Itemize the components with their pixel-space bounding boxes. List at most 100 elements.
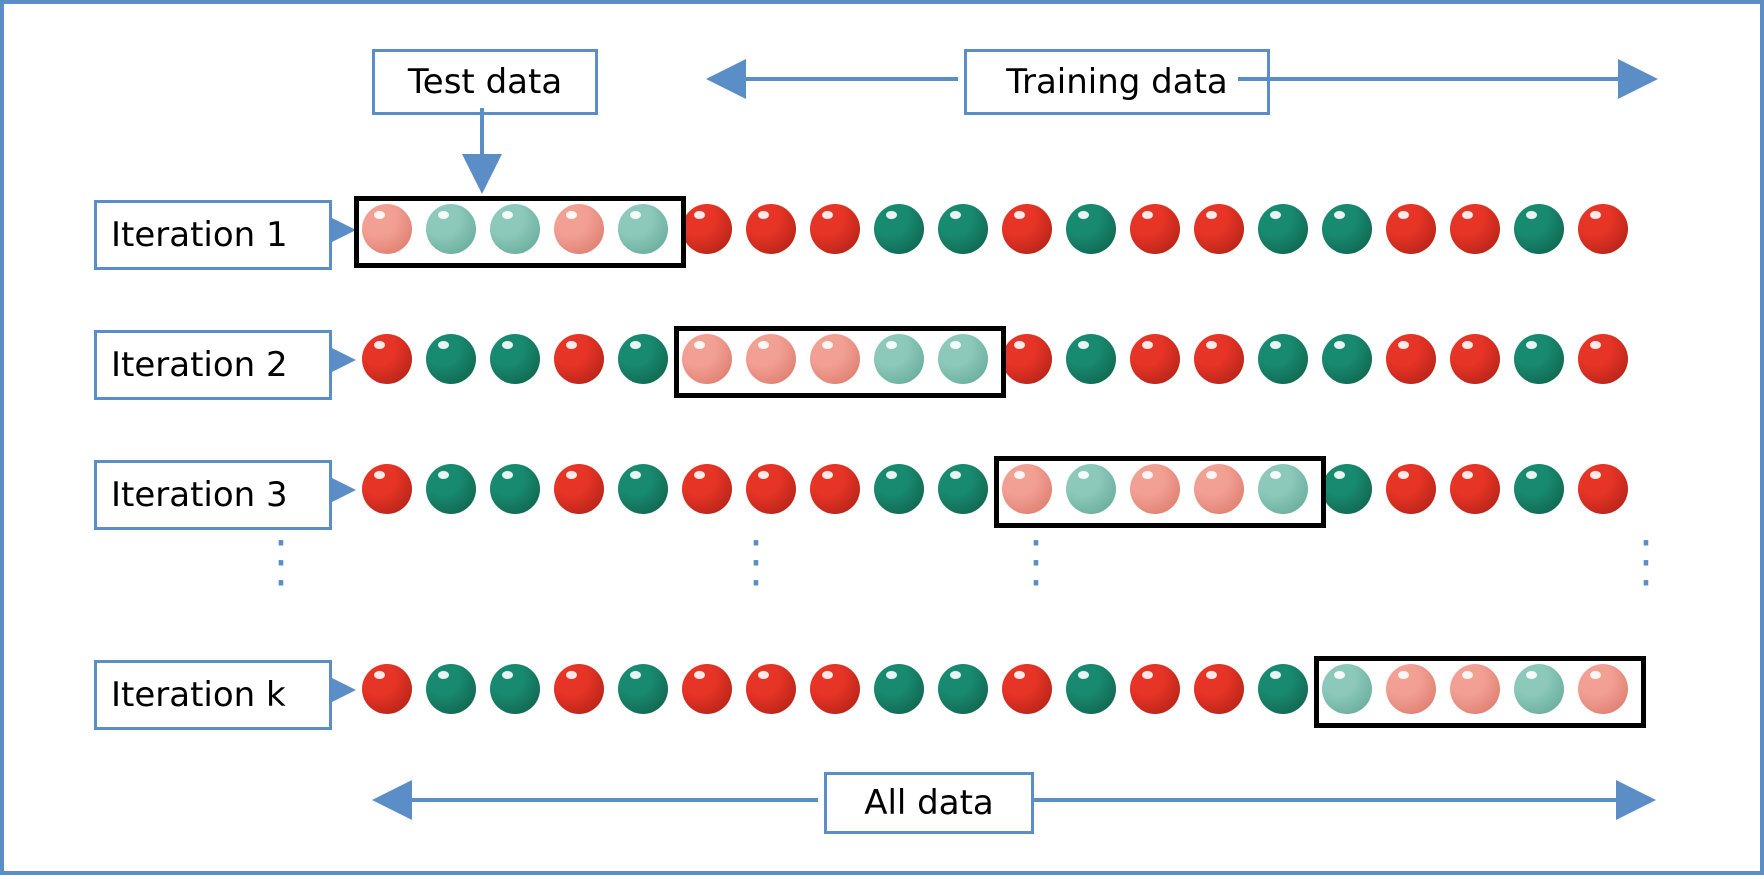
red-ball xyxy=(1450,464,1500,514)
green-ball xyxy=(1322,204,1372,254)
red-ball xyxy=(1450,204,1500,254)
green-ball xyxy=(874,204,924,254)
green-ball xyxy=(1258,664,1308,714)
green-ball xyxy=(618,664,668,714)
data-row-1 xyxy=(362,204,1628,254)
green-ball xyxy=(1258,334,1308,384)
red-ball xyxy=(554,334,604,384)
iteration-2-text: Iteration 2 xyxy=(111,345,288,385)
red-ball xyxy=(1002,664,1052,714)
ellipsis-col-4: ··· xyxy=(1639,534,1653,594)
green-ball xyxy=(1514,334,1564,384)
green-ball xyxy=(426,204,476,254)
red-ball xyxy=(1130,464,1180,514)
red-ball xyxy=(1002,334,1052,384)
green-ball xyxy=(1322,664,1372,714)
green-ball xyxy=(618,334,668,384)
iteration-3-text: Iteration 3 xyxy=(111,475,288,515)
green-ball xyxy=(1322,334,1372,384)
red-ball xyxy=(1578,664,1628,714)
green-ball xyxy=(1514,204,1564,254)
red-ball xyxy=(1386,464,1436,514)
red-ball xyxy=(1130,664,1180,714)
red-ball xyxy=(1194,664,1244,714)
all-data-text: All data xyxy=(864,783,994,823)
green-ball xyxy=(874,464,924,514)
red-ball xyxy=(1450,664,1500,714)
red-ball xyxy=(362,464,412,514)
green-ball xyxy=(490,334,540,384)
red-ball xyxy=(554,464,604,514)
red-ball xyxy=(1578,464,1628,514)
data-row-2 xyxy=(362,334,1628,384)
data-row-3 xyxy=(362,464,1628,514)
iteration-k-label: Iteration k xyxy=(94,660,332,730)
red-ball xyxy=(1194,204,1244,254)
red-ball xyxy=(746,204,796,254)
green-ball xyxy=(618,204,668,254)
green-ball xyxy=(426,334,476,384)
green-ball xyxy=(1066,204,1116,254)
iteration-1-label: Iteration 1 xyxy=(94,200,332,270)
red-ball xyxy=(1130,334,1180,384)
ellipsis-col-1: ··· xyxy=(274,534,288,594)
all-data-label: All data xyxy=(824,772,1034,834)
red-ball xyxy=(810,464,860,514)
red-ball xyxy=(554,664,604,714)
red-ball xyxy=(362,204,412,254)
green-ball xyxy=(1322,464,1372,514)
red-ball xyxy=(682,664,732,714)
green-ball xyxy=(1258,464,1308,514)
green-ball xyxy=(426,464,476,514)
red-ball xyxy=(1002,204,1052,254)
green-ball xyxy=(874,664,924,714)
red-ball xyxy=(1386,664,1436,714)
red-ball xyxy=(1002,464,1052,514)
iteration-3-label: Iteration 3 xyxy=(94,460,332,530)
green-ball xyxy=(874,334,924,384)
red-ball xyxy=(1194,334,1244,384)
ellipsis-col-2: ··· xyxy=(749,534,763,594)
green-ball xyxy=(1514,664,1564,714)
green-ball xyxy=(618,464,668,514)
red-ball xyxy=(1386,204,1436,254)
red-ball xyxy=(682,204,732,254)
red-ball xyxy=(746,664,796,714)
green-ball xyxy=(1514,464,1564,514)
red-ball xyxy=(682,334,732,384)
red-ball xyxy=(1578,334,1628,384)
green-ball xyxy=(938,464,988,514)
iteration-k-text: Iteration k xyxy=(111,675,286,715)
data-row-k xyxy=(362,664,1628,714)
green-ball xyxy=(1066,664,1116,714)
red-ball xyxy=(746,334,796,384)
test-data-arrow-down xyxy=(4,4,1764,879)
diagram-frame: Test data Training data Iteration 1 Iter… xyxy=(0,0,1764,875)
red-ball xyxy=(1450,334,1500,384)
red-ball xyxy=(1578,204,1628,254)
ellipsis-col-3: ··· xyxy=(1029,534,1043,594)
red-ball xyxy=(1130,204,1180,254)
green-ball xyxy=(490,204,540,254)
red-ball xyxy=(810,204,860,254)
red-ball xyxy=(362,334,412,384)
green-ball xyxy=(1258,204,1308,254)
red-ball xyxy=(810,664,860,714)
green-ball xyxy=(1066,464,1116,514)
green-ball xyxy=(490,464,540,514)
red-ball xyxy=(1386,334,1436,384)
green-ball xyxy=(938,664,988,714)
red-ball xyxy=(682,464,732,514)
red-ball xyxy=(810,334,860,384)
red-ball xyxy=(362,664,412,714)
red-ball xyxy=(1194,464,1244,514)
red-ball xyxy=(746,464,796,514)
red-ball xyxy=(554,204,604,254)
iteration-1-text: Iteration 1 xyxy=(111,215,288,255)
iteration-2-label: Iteration 2 xyxy=(94,330,332,400)
green-ball xyxy=(938,204,988,254)
green-ball xyxy=(426,664,476,714)
green-ball xyxy=(490,664,540,714)
green-ball xyxy=(1066,334,1116,384)
green-ball xyxy=(938,334,988,384)
